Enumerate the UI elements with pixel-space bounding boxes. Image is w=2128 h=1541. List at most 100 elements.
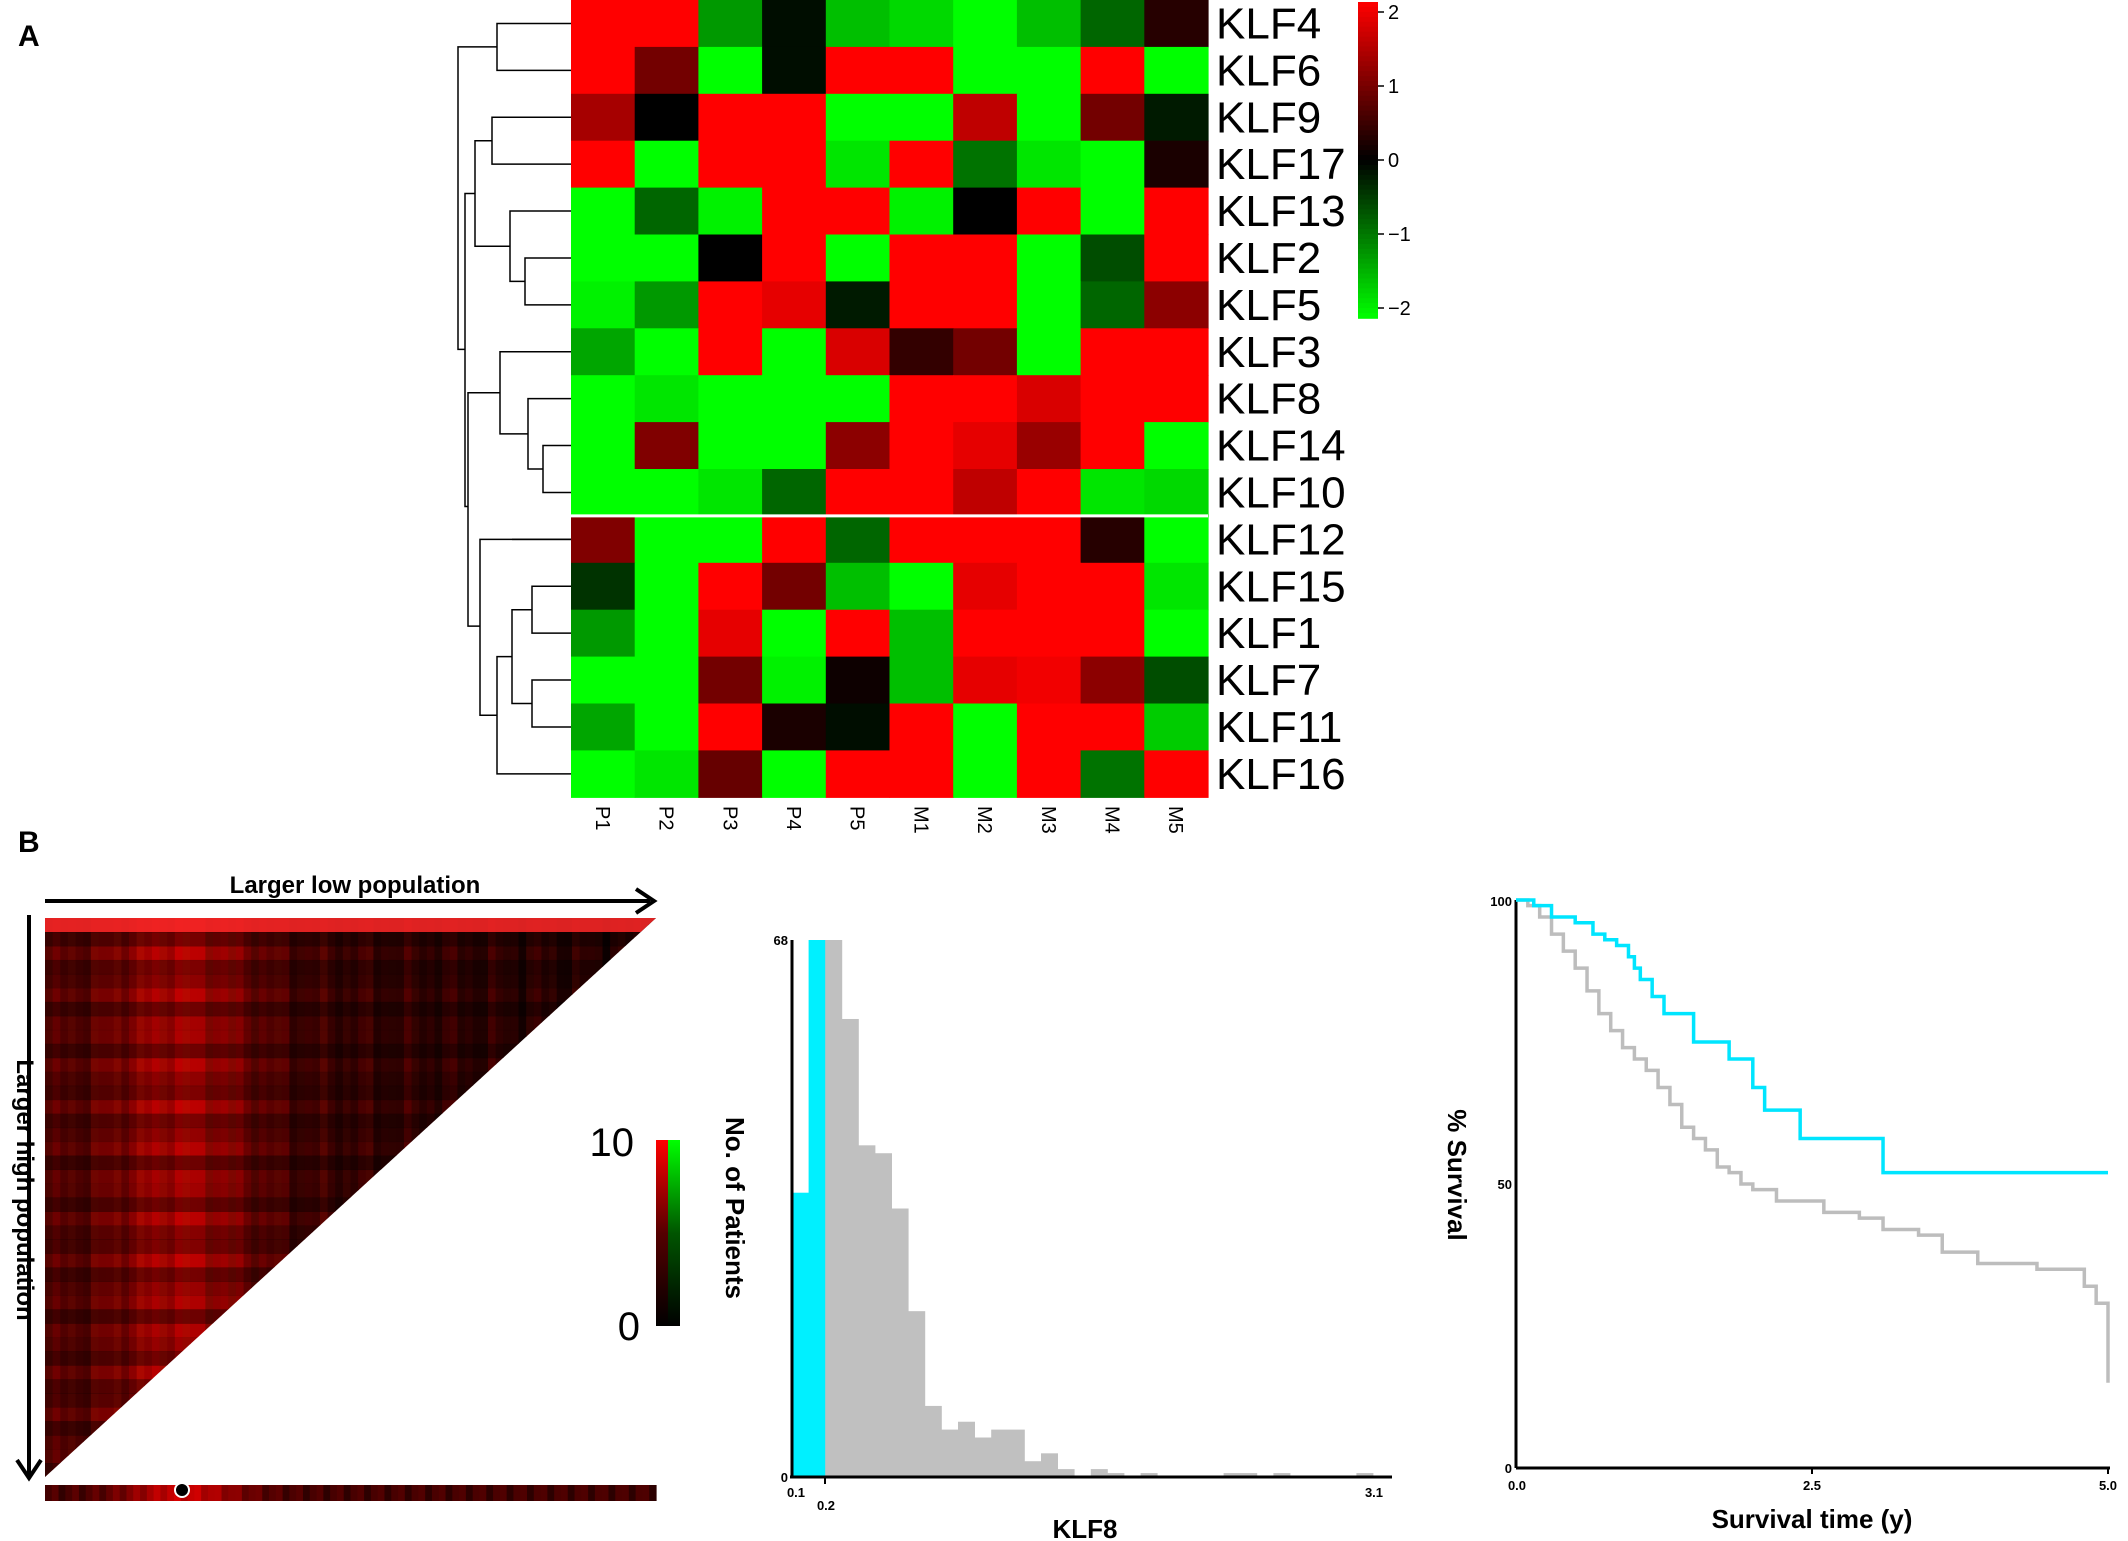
- triangle-column: [640, 918, 650, 1477]
- heatmap-cell-KLF9-P2: [634, 93, 699, 142]
- triangle-row: [45, 1225, 656, 1240]
- triangle-column: [167, 918, 176, 1477]
- heatmap-cell-KLF1-P1: [571, 609, 636, 658]
- strip-segment: [560, 1485, 569, 1501]
- triangle-column: [190, 918, 199, 1477]
- dendrogram-branch: [464, 192, 475, 508]
- strip-segment: [398, 1485, 406, 1501]
- strip-segment: [112, 1485, 121, 1501]
- surv-xtick-0: 0.0: [1508, 1478, 1526, 1493]
- colorbar-step: [1358, 189, 1378, 196]
- sample-label-P3: P3: [718, 806, 740, 830]
- strip-segment: [214, 1485, 223, 1501]
- cutoff-triangle-heatmap: [45, 918, 656, 1477]
- expression-heatmap: [571, 0, 1209, 798]
- heatmap-cell-KLF3-P5: [825, 328, 891, 376]
- strip-segment: [58, 1485, 66, 1501]
- triangle-column: [205, 918, 214, 1477]
- strip-segment: [540, 1485, 548, 1501]
- strip-segment: [391, 1485, 399, 1501]
- triangle-column: [587, 918, 596, 1477]
- heatmap-cell-KLF15-M3: [1016, 562, 1082, 611]
- colorbar-tick-label: −1: [1388, 224, 1411, 246]
- strip-segment: [330, 1485, 338, 1501]
- heatmap-cell-KLF12-P2: [634, 515, 699, 564]
- hist-bar-0.3: [858, 1145, 876, 1477]
- colorbar-step: [1358, 214, 1378, 221]
- triangle-column: [60, 918, 69, 1477]
- hist-bar-0.9: [1057, 1469, 1075, 1477]
- surv-x-label: Survival time (y): [1712, 1504, 1913, 1534]
- colorbar-step: [1358, 219, 1378, 225]
- heatmap-cell-KLF7-P4: [762, 656, 827, 705]
- heatmap-cell-KLF17-P3: [698, 140, 763, 189]
- triangle-row: [45, 1267, 656, 1282]
- surv-ytick-100: 100: [1490, 894, 1512, 909]
- sample-label-M3: M3: [1037, 806, 1059, 834]
- hist-bar-0.25: [841, 1018, 859, 1477]
- heatmap-cell-KLF12-M3: [1016, 515, 1082, 564]
- triangle-row: [45, 1211, 656, 1226]
- colorbar-step: [1358, 61, 1378, 67]
- heatmap-cell-KLF13-M1: [889, 187, 954, 236]
- strip-segment: [201, 1485, 209, 1501]
- heatmap-cell-KLF12-P4: [762, 515, 827, 564]
- cutoff-colorbar-green: [668, 1140, 680, 1326]
- heatmap-cell-KLF11-P1: [571, 703, 636, 751]
- heatmap-cell-KLF15-M4: [1080, 562, 1145, 611]
- triangle-column: [151, 918, 161, 1477]
- heatmap-cell-KLF6-M5: [1144, 46, 1209, 95]
- colorbar-step: [1358, 71, 1378, 77]
- strip-segment: [275, 1485, 284, 1501]
- strip-segment: [309, 1485, 318, 1501]
- gene-label-KLF10: KLF10: [1216, 468, 1346, 517]
- strip-segment: [465, 1485, 474, 1501]
- colorbar-step: [1358, 66, 1378, 72]
- colorbar-step: [1358, 150, 1378, 156]
- triangle-row: [45, 987, 656, 1003]
- dendrogram-branch: [531, 585, 571, 634]
- heatmap-cell-KLF9-P5: [825, 93, 891, 142]
- strip-segment: [241, 1485, 250, 1501]
- heatmap-cell-KLF7-P3: [698, 656, 763, 705]
- triangle-column: [579, 918, 589, 1477]
- strip-segment: [167, 1485, 175, 1501]
- heatmap-cell-KLF17-M3: [1016, 140, 1082, 189]
- surv-xtick-5: 5.0: [2099, 1478, 2117, 1493]
- sample-label-M2: M2: [973, 806, 995, 834]
- heatmap-cell-KLF13-P5: [825, 187, 891, 236]
- colorbar-step: [1358, 26, 1378, 33]
- heatmap-cell-KLF1-P5: [825, 609, 891, 658]
- heatmap-cell-KLF14-M1: [889, 422, 954, 470]
- heatmap-cell-KLF15-P1: [571, 562, 636, 611]
- dendrogram-branch: [491, 116, 571, 165]
- survival-curve-grey: [1516, 898, 2110, 1383]
- heatmap-cell-KLF14-P2: [634, 422, 699, 470]
- triangle-column: [159, 918, 168, 1477]
- heatmap-cell-KLF8-M4: [1080, 375, 1145, 423]
- heatmap-cell-KLF11-M2: [953, 703, 1018, 751]
- heatmap-cell-KLF15-P5: [825, 562, 891, 611]
- colorbar-step: [1358, 263, 1378, 270]
- cutoff-panel: Larger low population Larger high popula…: [11, 872, 680, 1501]
- dendrogram-branch: [457, 46, 497, 351]
- hist-ytick-max: 68: [774, 933, 788, 948]
- heatmap-cell-KLF9-M1: [889, 93, 954, 142]
- triangle-row: [45, 1043, 656, 1059]
- triangle-row: [45, 1323, 656, 1338]
- strip-segment: [119, 1485, 128, 1501]
- dendrogram-branch: [496, 22, 571, 72]
- heatmap-cell-KLF1-M3: [1016, 609, 1082, 658]
- heatmap-cell-KLF9-M3: [1016, 93, 1082, 142]
- triangle-column: [304, 918, 314, 1477]
- strip-segment: [72, 1485, 80, 1501]
- triangle-column: [327, 918, 337, 1477]
- strip-segment: [140, 1485, 148, 1501]
- hist-bar-0.35: [875, 1153, 892, 1477]
- strip-segment: [153, 1485, 162, 1501]
- triangle-row: [45, 1057, 656, 1073]
- colorbar-step: [1358, 155, 1378, 161]
- left-axis-label: Larger high population: [11, 1059, 38, 1320]
- strip-segment: [622, 1485, 630, 1501]
- triangle-row: [45, 1351, 656, 1366]
